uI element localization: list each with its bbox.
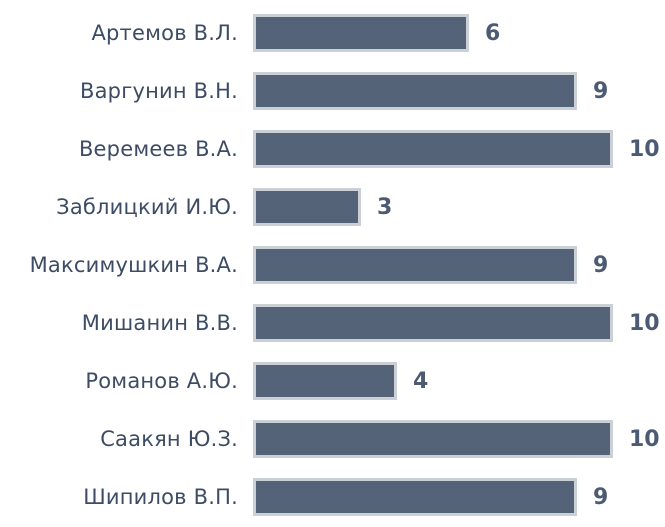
bar-area: 10 [253,130,665,168]
bar-area: 4 [253,362,665,400]
bar-row: Саакян Ю.З. 10 [0,410,665,468]
bar-area: 6 [253,14,665,52]
value-label: 9 [593,252,609,278]
bar-row: Веремеев В.А. 10 [0,120,665,178]
category-label: Шипилов В.П. [83,485,238,509]
bar [253,246,577,284]
bar [253,188,361,226]
category-label: Веремеев В.А. [78,137,238,161]
bar-rows-container: Артемов В.Л. 6 Варгунин В.Н. 9 Веремеев … [0,4,665,526]
bar [253,14,469,52]
category-label: Артемов В.Л. [91,21,238,45]
category-label: Романов А.Ю. [85,369,238,393]
bar-row: Артемов В.Л. 6 [0,4,665,62]
bar-row: Заблицкий И.Ю. 3 [0,178,665,236]
bar [253,362,397,400]
value-label: 10 [629,136,660,162]
value-label: 9 [593,78,609,104]
bar-row: Шипилов В.П. 9 [0,468,665,526]
bar-area: 10 [253,420,665,458]
bar [253,304,613,342]
bar-row: Варгунин В.Н. 9 [0,62,665,120]
value-label: 9 [593,484,609,510]
bar [253,72,577,110]
bar [253,478,577,516]
bar-row: Романов А.Ю. 4 [0,352,665,410]
value-label: 10 [629,426,660,452]
bar-area: 3 [253,188,665,226]
bar-area: 9 [253,246,665,284]
bar-row: Мишанин В.В. 10 [0,294,665,352]
category-label: Варгунин В.Н. [80,79,238,103]
bar [253,420,613,458]
value-label: 3 [377,194,393,220]
category-label: Максимушкин В.А. [29,253,238,277]
bar-row: Максимушкин В.А. 9 [0,236,665,294]
value-label: 10 [629,310,660,336]
bar [253,130,613,168]
value-label: 6 [485,20,501,46]
bar-area: 9 [253,478,665,516]
category-label: Саакян Ю.З. [100,427,238,451]
value-label: 4 [413,368,429,394]
bar-area: 9 [253,72,665,110]
category-label: Заблицкий И.Ю. [56,195,238,219]
bar-area: 10 [253,304,665,342]
category-label: Мишанин В.В. [81,311,238,335]
